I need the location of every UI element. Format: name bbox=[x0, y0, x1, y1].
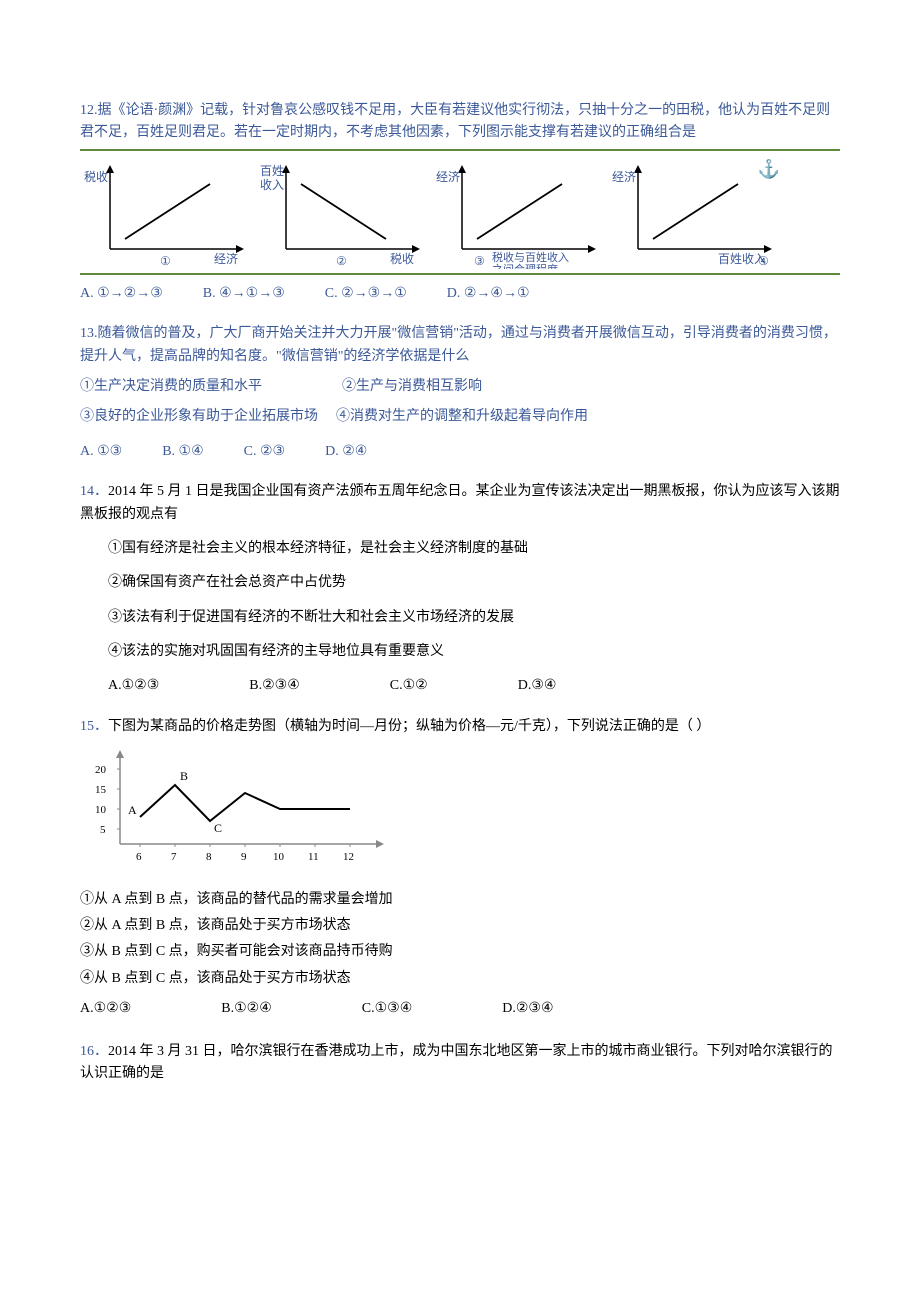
q15-text: 下图为某商品的价格走势图（横轴为时间—月份；纵轴为价格—元/千克），下列说法正确… bbox=[108, 719, 710, 734]
chart-4-marker: ④ bbox=[758, 254, 769, 268]
chart-1-xlabel: 经济 bbox=[214, 251, 238, 266]
divider-top bbox=[80, 149, 840, 151]
q14-opt-b: B.②③④ bbox=[249, 675, 300, 697]
ytick-20: 20 bbox=[95, 764, 107, 776]
q13-s2: ②生产与消费相互影响 bbox=[342, 376, 482, 398]
divider-bottom bbox=[80, 273, 840, 275]
q15-opt-b: B.①②④ bbox=[221, 998, 272, 1020]
q12-opt-b: B. ④→①→③ bbox=[203, 283, 285, 305]
q14-s4: ④该法的实施对巩固国有经济的主导地位具有重要意义 bbox=[80, 641, 840, 663]
chart-2: 百姓 收入 税收 ② bbox=[256, 159, 432, 269]
q12-opt-c: C. ②→③→① bbox=[325, 283, 407, 305]
q14-text: 2014 年 5 月 1 日是我国企业国有资产法颁布五周年纪念日。某企业为宣传该… bbox=[80, 484, 840, 521]
q15-options: A.①②③ B.①②④ C.①③④ D.②③④ bbox=[80, 998, 840, 1020]
q16-text: 2014 年 3 月 31 日，哈尔滨银行在香港成功上市，成为中国东北地区第一家… bbox=[80, 1044, 833, 1081]
xtick-6: 6 bbox=[136, 851, 142, 863]
point-c-label: C bbox=[214, 821, 222, 835]
chart-4-ylabel: 经济 bbox=[612, 169, 636, 184]
chart-3-marker: ③ bbox=[474, 254, 485, 268]
q15-chart: 5 10 15 20 6 7 8 9 10 11 12 A B C bbox=[80, 744, 840, 882]
question-15: 15．下图为某商品的价格走势图（横轴为时间—月份；纵轴为价格—元/千克），下列说… bbox=[80, 716, 840, 1021]
xtick-8: 8 bbox=[206, 851, 212, 863]
xtick-12: 12 bbox=[343, 851, 354, 863]
q13-s3: ③良好的企业形象有助于企业拓展市场 bbox=[80, 406, 318, 428]
q12-charts: 税收 经济 ① 百姓 收入 税收 ② bbox=[80, 159, 840, 269]
anchor-icon: ⚓ bbox=[758, 155, 780, 184]
chart-2-marker: ② bbox=[336, 254, 347, 268]
q14-s1: ①国有经济是社会主义的根本经济特征，是社会主义经济制度的基础 bbox=[80, 538, 840, 560]
q14-s2: ②确保国有资产在社会总资产中占优势 bbox=[80, 572, 840, 594]
chart-3-ylabel: 经济 bbox=[436, 169, 460, 184]
q13-opt-a: A. ①③ bbox=[80, 441, 122, 463]
q15-opt-c: C.①③④ bbox=[362, 998, 413, 1020]
question-13: 13.随着微信的普及，广大厂商开始关注并大力开展"微信营销"活动，通过与消费者开… bbox=[80, 323, 840, 463]
q13-opt-b: B. ①④ bbox=[162, 441, 203, 463]
q15-stem: 15．下图为某商品的价格走势图（横轴为时间—月份；纵轴为价格—元/千克），下列说… bbox=[80, 716, 840, 738]
q15-s2: ②从 A 点到 B 点，该商品处于买方市场状态 bbox=[80, 915, 840, 937]
chart-1-marker: ① bbox=[160, 254, 171, 268]
xtick-7: 7 bbox=[171, 851, 177, 863]
q14-opt-c: C.①② bbox=[390, 675, 428, 697]
question-14: 14．2014 年 5 月 1 日是我国企业国有资产法颁布五周年纪念日。某企业为… bbox=[80, 481, 840, 698]
chart-2-ylabel2: 收入 bbox=[260, 178, 284, 192]
xtick-9: 9 bbox=[241, 851, 247, 863]
ytick-15: 15 bbox=[95, 784, 107, 796]
q13-options: A. ①③ B. ①④ C. ②③ D. ②④ bbox=[80, 441, 840, 463]
q15-opt-d: D.②③④ bbox=[502, 998, 553, 1020]
q12-opt-d: D. ②→④→① bbox=[447, 283, 530, 305]
q14-num: 14． bbox=[80, 484, 108, 499]
q13-stem: 13.随着微信的普及，广大厂商开始关注并大力开展"微信营销"活动，通过与消费者开… bbox=[80, 323, 840, 368]
chart-4: ⚓ 经济 百姓收入 ④ bbox=[608, 159, 784, 269]
q12-num: 12. bbox=[80, 103, 98, 118]
ytick-10: 10 bbox=[95, 804, 107, 816]
q13-num: 13. bbox=[80, 326, 98, 341]
chart-3: 经济 税收与百姓收入 之间合理程度 ③ bbox=[432, 159, 608, 269]
chart-3-xlabel2: 之间合理程度 bbox=[492, 262, 558, 269]
chart-1-svg: 税收 经济 ① bbox=[80, 159, 256, 269]
xtick-11: 11 bbox=[308, 851, 319, 863]
q14-stem: 14．2014 年 5 月 1 日是我国企业国有资产法颁布五周年纪念日。某企业为… bbox=[80, 481, 840, 526]
q12-stem: 12.据《论语·颜渊》记载，针对鲁哀公感叹钱不足用，大臣有若建议他实行彻法，只抽… bbox=[80, 100, 840, 145]
q15-s1: ①从 A 点到 B 点，该商品的替代品的需求量会增加 bbox=[80, 889, 840, 911]
q15-num: 15． bbox=[80, 719, 108, 734]
chart-1-ylabel: 税收 bbox=[84, 170, 108, 184]
q13-opt-c: C. ②③ bbox=[244, 441, 285, 463]
point-a-label: A bbox=[128, 803, 137, 817]
chart-3-xlabel1: 税收与百姓收入 bbox=[492, 250, 569, 264]
q14-opt-a: A.①②③ bbox=[108, 675, 159, 697]
q12-text: 据《论语·颜渊》记载，针对鲁哀公感叹钱不足用，大臣有若建议他实行彻法，只抽十分之… bbox=[80, 103, 830, 140]
question-16: 16．2014 年 3 月 31 日，哈尔滨银行在香港成功上市，成为中国东北地区… bbox=[80, 1041, 840, 1086]
q13-opt-d: D. ②④ bbox=[325, 441, 367, 463]
q15-s3: ③从 B 点到 C 点，购买者可能会对该商品持币待购 bbox=[80, 941, 840, 963]
q13-s1: ①生产决定消费的质量和水平 bbox=[80, 376, 262, 398]
q14-s3: ③该法有利于促进国有经济的不断壮大和社会主义市场经济的发展 bbox=[80, 607, 840, 629]
q12-opt-a: A. ①→②→③ bbox=[80, 283, 163, 305]
q16-num: 16． bbox=[80, 1044, 108, 1059]
xtick-10: 10 bbox=[273, 851, 285, 863]
q13-text: 随着微信的普及，广大厂商开始关注并大力开展"微信营销"活动，通过与消费者开展微信… bbox=[80, 326, 837, 363]
chart-2-ylabel1: 百姓 bbox=[260, 164, 284, 178]
q16-stem: 16．2014 年 3 月 31 日，哈尔滨银行在香港成功上市，成为中国东北地区… bbox=[80, 1041, 840, 1086]
q14-options: A.①②③ B.②③④ C.①② D.③④ bbox=[80, 675, 840, 697]
chart-2-xlabel: 税收 bbox=[390, 252, 414, 266]
q15-s4: ④从 B 点到 C 点，该商品处于买方市场状态 bbox=[80, 968, 840, 990]
point-b-label: B bbox=[180, 769, 188, 783]
q14-opt-d: D.③④ bbox=[518, 675, 557, 697]
chart-3-svg: 经济 税收与百姓收入 之间合理程度 ③ bbox=[432, 159, 608, 269]
chart-2-svg: 百姓 收入 税收 ② bbox=[256, 159, 432, 269]
question-12: 12.据《论语·颜渊》记载，针对鲁哀公感叹钱不足用，大臣有若建议他实行彻法，只抽… bbox=[80, 100, 840, 305]
q13-s4: ④消费对生产的调整和升级起着导向作用 bbox=[336, 406, 588, 428]
price-chart-svg: 5 10 15 20 6 7 8 9 10 11 12 A B C bbox=[80, 744, 400, 874]
q15-opt-a: A.①②③ bbox=[80, 998, 131, 1020]
q12-options: A. ①→②→③ B. ④→①→③ C. ②→③→① D. ②→④→① bbox=[80, 283, 840, 305]
ytick-5: 5 bbox=[100, 824, 106, 836]
chart-1: 税收 经济 ① bbox=[80, 159, 256, 269]
